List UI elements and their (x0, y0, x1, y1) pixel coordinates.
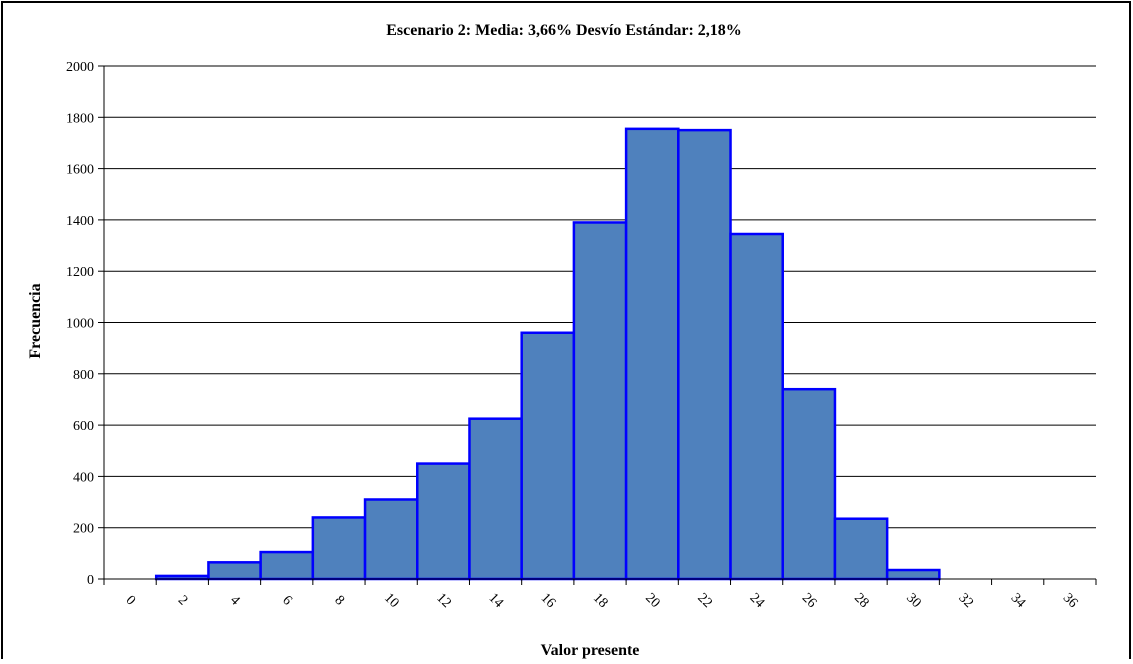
x-tick-label: 28 (851, 591, 872, 612)
x-tick-label: 18 (590, 591, 611, 612)
x-tick-label: 4 (227, 593, 243, 609)
histogram-bar (311, 516, 367, 581)
y-tick-label: 1800 (66, 111, 94, 126)
y-tick-label: 800 (73, 368, 94, 383)
histogram-bar (259, 550, 315, 581)
y-tick-labels: 0 200 400 600 800 1000 1200 1400 1600 1800 2000 (66, 60, 94, 588)
x-tick-label: 20 (642, 591, 663, 612)
x-tick-label: 26 (799, 591, 820, 612)
histogram-bar (833, 517, 889, 581)
x-tick-label: 16 (538, 591, 559, 612)
y-axis-title: Frecuencia (27, 283, 44, 358)
y-tick-label: 200 (73, 522, 94, 537)
y-tick-label: 1000 (66, 317, 94, 332)
y-tick-label: 1600 (66, 163, 94, 178)
x-tick-label: 12 (433, 591, 454, 612)
y-tick-label: 1400 (66, 214, 94, 229)
x-tick-labels: 0 2 4 6 8 10 12 14 16 18 20 22 24 26 28 30 32 34 36 (123, 591, 1081, 612)
x-tick-label: 0 (123, 593, 139, 609)
histogram-bar (468, 417, 523, 581)
axes (98, 65, 1097, 585)
x-tick-label: 32 (955, 591, 976, 612)
x-tick-label: 6 (279, 593, 295, 609)
x-tick-label: 2 (175, 593, 191, 609)
histogram-bar (207, 561, 262, 581)
x-tick-label: 22 (694, 591, 715, 612)
x-tick-label: 10 (381, 591, 402, 612)
x-tick-label: 24 (747, 591, 768, 612)
chart-title: Escenario 2: Media: 3,66% Desvío Estánda… (386, 22, 742, 39)
histogram-bar (624, 127, 680, 581)
histogram-bar (363, 498, 419, 581)
y-tick-label: 1200 (66, 265, 94, 280)
y-tick-label: 2000 (66, 60, 94, 75)
y-tick-label: 0 (87, 573, 94, 588)
x-tick-label: 34 (1008, 591, 1029, 612)
histogram-bar (520, 331, 576, 581)
histogram-bar (416, 462, 471, 581)
histogram-bar (781, 387, 837, 581)
x-tick-label: 8 (331, 593, 347, 609)
bars (154, 127, 941, 581)
histogram-bar (885, 568, 941, 581)
histogram-bar (572, 221, 628, 581)
x-tick-label: 36 (1060, 591, 1081, 612)
y-tick-label: 400 (73, 470, 94, 485)
x-tick-label: 14 (486, 591, 507, 612)
x-tick-label: 30 (903, 591, 924, 612)
histogram-bar (729, 232, 784, 581)
histogram-bar (677, 128, 732, 581)
y-tick-label: 600 (73, 419, 94, 434)
x-axis-title: Valor presente (541, 642, 640, 659)
